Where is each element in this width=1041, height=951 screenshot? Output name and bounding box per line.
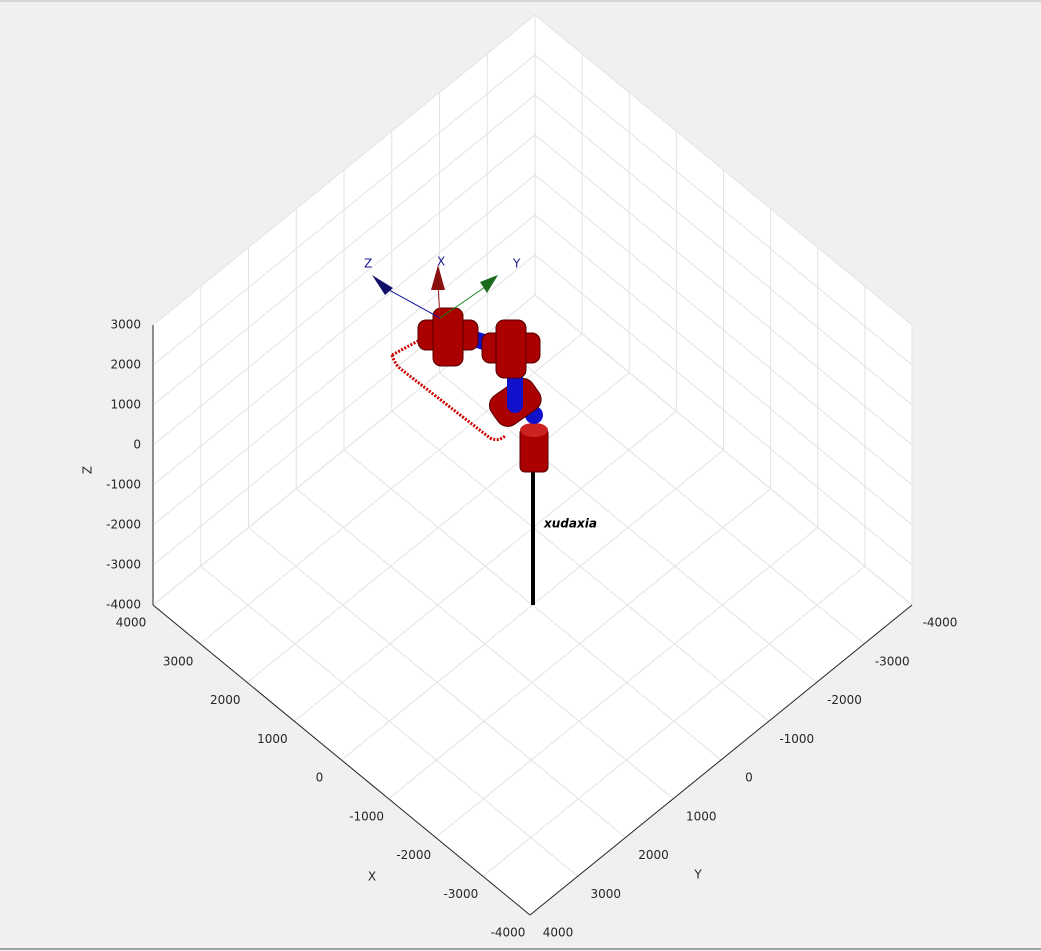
y-tick-label: 3000 [590, 887, 621, 901]
x-tick-label: 4000 [116, 616, 147, 630]
z-tick-label: 1000 [110, 398, 141, 412]
x-tick-label: -1000 [349, 809, 384, 823]
grid-line [534, 94, 913, 406]
z-tick-label: 3000 [110, 318, 141, 332]
grid-line [248, 527, 626, 838]
grid-line [152, 174, 536, 486]
grid-line [534, 254, 913, 566]
robot: Z X Y xudaxia [364, 255, 597, 605]
z-tick-label: -2000 [106, 518, 141, 532]
grid-line [152, 14, 536, 326]
z-tick-label: 2000 [110, 358, 141, 372]
z-axis-label: Z [81, 466, 95, 474]
z-tick-label: -1000 [106, 478, 141, 492]
axis-line [152, 604, 531, 916]
y-tick-label: 1000 [686, 809, 717, 823]
grid-line [152, 94, 536, 406]
x-tick-label: 2000 [210, 693, 241, 707]
grid-line [295, 488, 674, 800]
grid-line [152, 54, 536, 366]
y-tick-label: 4000 [543, 926, 574, 940]
y-tick-label: -3000 [875, 654, 910, 668]
axis-line [529, 604, 913, 916]
joint-cross [417, 307, 541, 379]
robot-name: xudaxia [543, 517, 597, 531]
frame-label: X [437, 255, 445, 269]
z-tick-label: 0 [133, 438, 141, 452]
grid-line [534, 294, 913, 606]
grid-line [200, 565, 579, 877]
z-tick-label: -4000 [106, 598, 141, 612]
trajectory [390, 338, 506, 442]
x-tick-label: 0 [316, 771, 324, 785]
y-tick-label: 0 [745, 771, 753, 785]
y-tick-label: -4000 [923, 616, 958, 630]
frame-label: Y [512, 257, 521, 271]
grid-line [534, 134, 913, 446]
frame-arrow [480, 275, 498, 293]
y-tick-label: 2000 [638, 848, 669, 862]
grid-line [152, 254, 536, 566]
x-axis-label: X [368, 870, 376, 884]
y-axis-label: Y [693, 868, 702, 882]
frame-arrow [431, 265, 445, 290]
grid-line [486, 333, 865, 645]
x-tick-label: -4000 [491, 926, 526, 940]
base-top [520, 423, 548, 437]
grid-line [534, 174, 913, 486]
x-tick-label: -2000 [396, 848, 431, 862]
y-tick-label: -2000 [827, 693, 862, 707]
grid-line [534, 214, 913, 526]
grid-line [534, 54, 913, 366]
frame-axis [439, 284, 489, 319]
frame-axis [437, 284, 441, 319]
x-tick-label: 1000 [257, 732, 288, 746]
grid-line [152, 214, 536, 526]
grid-line [391, 410, 770, 722]
x-tick-label: 3000 [163, 654, 194, 668]
frame-arrow [372, 275, 393, 295]
frame-label: Z [364, 257, 372, 271]
y-tick-label: -1000 [779, 732, 814, 746]
z-tick-label: -3000 [106, 558, 141, 572]
grid-line [534, 14, 913, 326]
grid-line [152, 134, 536, 446]
x-tick-label: -3000 [443, 887, 478, 901]
